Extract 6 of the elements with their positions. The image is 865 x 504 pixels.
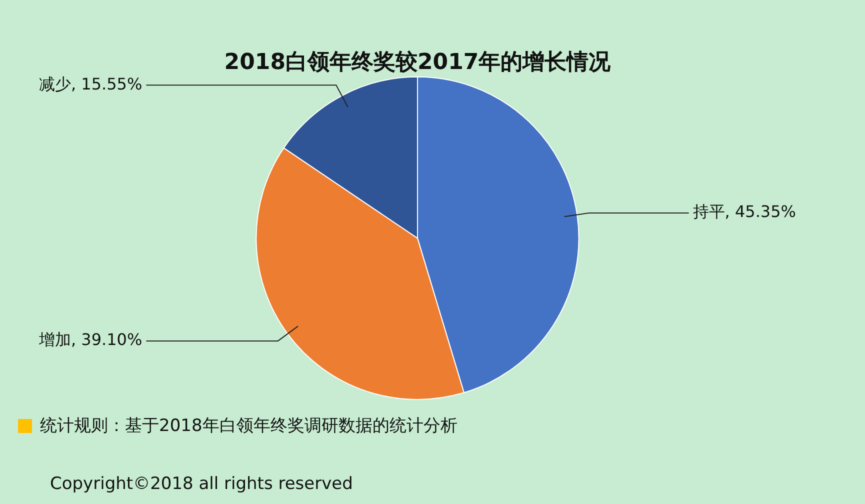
text: 统计规则：基于2018年白领年终奖调研数据的统计分析 <box>40 415 458 437</box>
slice-label: 持平, 45.35% <box>692 202 796 222</box>
slice-label: 减少, 15.55% <box>39 74 142 94</box>
text: Copyright©2018 all rights reserved <box>50 474 353 494</box>
slice-label: 增加, 39.10% <box>38 330 142 350</box>
chart-title: 2018白领年终奖较2017年的增长情况 <box>224 50 612 75</box>
